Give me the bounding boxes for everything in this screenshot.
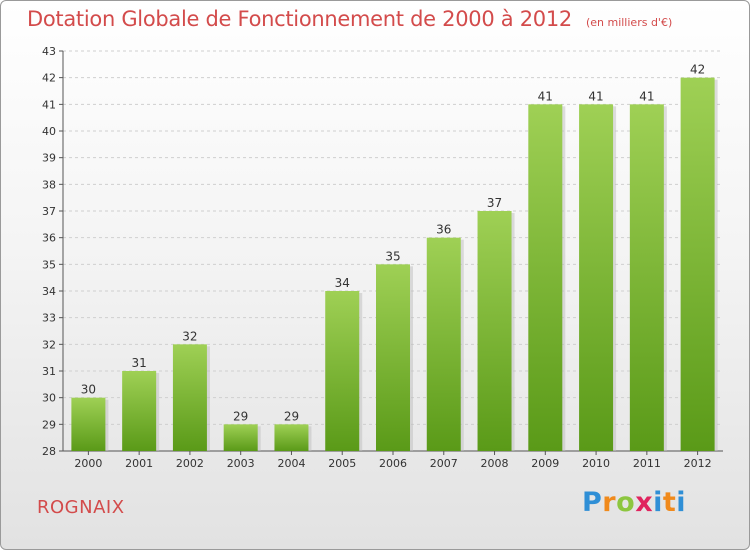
data-label: 41 [639,89,654,103]
bar [376,264,410,451]
x-tick-label: 2009 [531,457,559,470]
x-tick-label: 2012 [684,457,712,470]
data-label: 29 [233,409,248,423]
data-label: 37 [487,196,502,210]
y-tick-label: 28 [42,445,56,458]
y-tick-label: 30 [42,392,56,405]
data-label: 42 [690,63,705,77]
x-tick-labels: 2000 2001 2002 2003 2004 2005 2006 2007 2008 2009… [74,457,711,470]
bar [274,424,309,451]
bar [122,371,157,451]
x-tick-label: 2011 [633,457,661,470]
chart-title: Dotation Globale de Fonctionnement de 20… [27,7,572,31]
logo-letter: o [616,487,636,518]
logo-letter: P [582,487,603,518]
logo-letter: x [635,487,654,518]
bars [71,77,718,452]
y-tick-labels: 28 29 30 31 32 33 34 35 36 37 38 39 40 41 42 43 [42,45,56,458]
bar [223,424,258,451]
bar [172,344,207,451]
y-tick-label: 40 [42,125,56,138]
y-tick-label: 41 [42,98,56,111]
y-tick-label: 35 [42,258,56,271]
y-tick-label: 37 [42,205,56,218]
bar [477,211,512,451]
x-tick-label: 2008 [481,457,509,470]
logo-letter: r [602,487,617,518]
data-label: 30 [81,383,96,397]
x-tick-label: 2007 [430,457,458,470]
bar [426,237,461,451]
y-tick-label: 34 [42,285,56,298]
data-label: 35 [385,249,400,263]
data-label: 29 [284,409,299,423]
y-tick-label: 31 [42,365,56,378]
x-tick-label: 2003 [227,457,255,470]
data-labels: 30 31 32 29 29 34 35 36 37 41 41 41 42 [81,63,706,424]
chart-unit: (en milliers d'€) [585,16,673,29]
y-tick-label: 32 [42,338,56,351]
x-tick-label: 2010 [582,457,610,470]
x-tick-label: 2000 [74,457,102,470]
x-tick-label: 2002 [176,457,204,470]
logo-letter: t [662,487,677,518]
x-tick-label: 2004 [277,457,305,470]
chart-title-block: Dotation Globale de Fonctionnement de 20… [27,7,672,31]
y-tick-label: 33 [42,312,56,325]
x-tick-label: 2005 [328,457,356,470]
data-label: 41 [538,89,553,103]
data-label: 31 [132,356,147,370]
y-tick-label: 42 [42,72,56,85]
x-tick-label: 2006 [379,457,407,470]
bar [629,104,664,451]
bar [528,104,563,451]
y-tick-label: 38 [42,178,56,191]
logo-letter: i [676,487,687,518]
data-label: 32 [182,329,197,343]
bar [71,397,106,451]
x-tick-label: 2001 [125,457,153,470]
bar [325,291,360,451]
data-label: 34 [335,276,350,290]
bar [680,77,715,452]
data-label: 41 [588,89,603,103]
y-tick-label: 39 [42,152,56,165]
y-tick-label: 43 [42,45,56,58]
proxiti-logo: Proxiti [582,487,686,518]
y-tick-label: 29 [42,418,56,431]
data-label: 36 [436,223,451,237]
y-tick-label: 36 [42,232,56,245]
logo-letter: i [653,487,663,518]
bar [579,104,614,451]
place-name: ROGNAIX [37,497,125,518]
